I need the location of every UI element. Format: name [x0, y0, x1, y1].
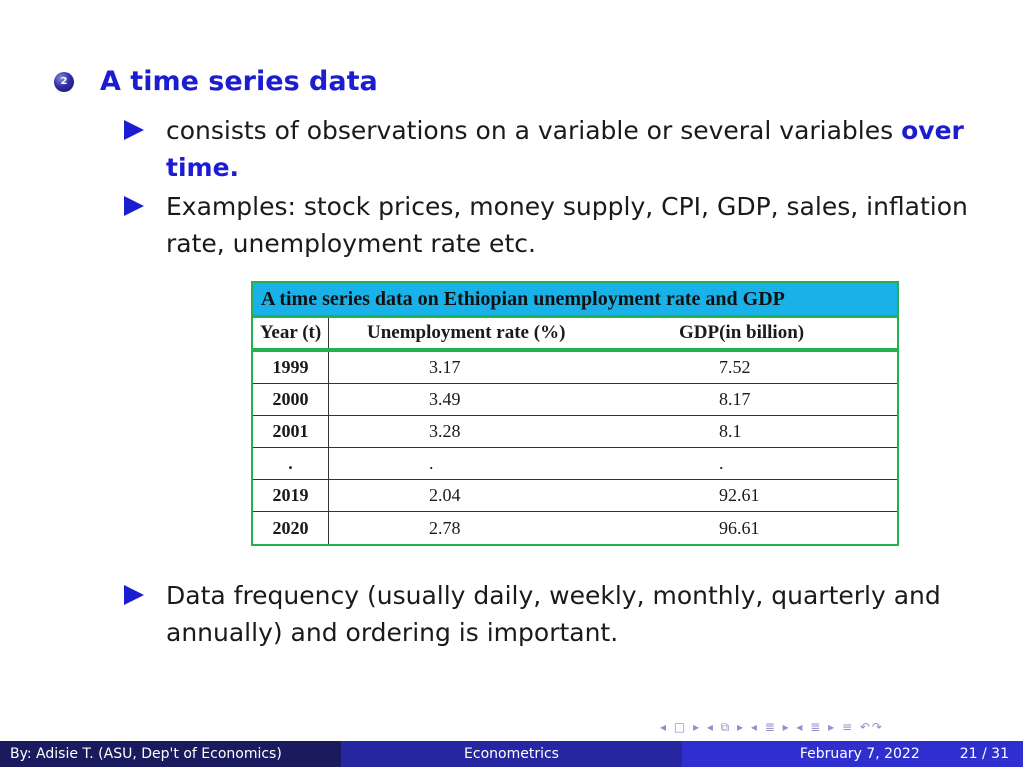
triangle-bullet-icon: [124, 196, 144, 216]
beamer-navigation-icons[interactable]: ◂ □ ▸ ◂ ⧉ ▸ ◂ ≣ ▸ ◂ ≣ ▸ ≡ ↶↷: [660, 720, 884, 734]
cell-gdp: 8.17: [719, 389, 751, 409]
cell-gdp: 8.1: [719, 421, 742, 441]
bullet-definition: consists of observations on a variable o…: [124, 112, 974, 186]
cell-unemployment: 3.49: [429, 389, 461, 409]
bullet-text: Examples: stock prices, money supply, CP…: [166, 192, 968, 258]
cell-gdp: 92.61: [719, 485, 760, 505]
cell-gdp: 7.52: [719, 357, 751, 377]
footer-course: Econometrics: [341, 741, 682, 767]
table-row: 1999 3.17 7.52: [253, 352, 897, 384]
cell-year: 1999: [253, 352, 329, 383]
table-row: 2001 3.28 8.1: [253, 416, 897, 448]
cell-year: 2000: [253, 384, 329, 415]
cell-gdp: 96.61: [719, 517, 760, 538]
table-header-row: Year (t) Unemployment rate (%) GDP(in bi…: [253, 318, 897, 352]
enumerated-item-header: 2 A time series data: [54, 66, 378, 97]
slide-footer: By: Adisie T. (ASU, Dep't of Economics) …: [0, 741, 1023, 767]
cell-unemployment: 3.28: [429, 421, 461, 441]
header-year: Year (t): [253, 318, 329, 348]
header-gdp: GDP(in billion): [679, 322, 805, 343]
table-row: 2019 2.04 92.61: [253, 480, 897, 512]
footer-author: By: Adisie T. (ASU, Dep't of Economics): [0, 741, 341, 767]
bullet-highlight: over time.: [166, 116, 964, 182]
table-row: . . .: [253, 448, 897, 480]
cell-unemployment: 2.78: [429, 517, 461, 538]
cell-year: .: [253, 448, 329, 479]
item-number-ball: 2: [54, 71, 74, 92]
header-unemployment: Unemployment rate (%): [367, 322, 566, 343]
table-caption: A time series data on Ethiopian unemploy…: [253, 283, 897, 318]
cell-unemployment: 2.04: [429, 485, 461, 505]
cell-unemployment: .: [429, 453, 434, 473]
bullet-text-plain: consists of observations on a variable o…: [166, 116, 902, 145]
table-row: 2020 2.78 96.61: [253, 512, 897, 544]
table-row: 2000 3.49 8.17: [253, 384, 897, 416]
triangle-bullet-icon: [124, 120, 144, 140]
bullet-examples: Examples: stock prices, money supply, CP…: [124, 188, 974, 262]
cell-unemployment: 3.17: [429, 357, 461, 377]
footer-date-page: February 7, 2022 21 / 31: [682, 741, 1023, 767]
item-title: A time series data: [100, 66, 378, 97]
cell-year: 2001: [253, 416, 329, 447]
footer-date: February 7, 2022: [799, 746, 920, 762]
bullet-text: consists of observations on a variable o…: [166, 112, 974, 186]
time-series-table: A time series data on Ethiopian unemploy…: [251, 281, 899, 546]
cell-gdp: .: [719, 453, 724, 473]
bullet-frequency: Data frequency (usually daily, weekly, m…: [124, 577, 974, 651]
cell-year: 2020: [253, 512, 329, 544]
footer-page-number: 21 / 31: [959, 746, 1009, 762]
cell-year: 2019: [253, 480, 329, 511]
triangle-bullet-icon: [124, 585, 144, 605]
bullet-text: Data frequency (usually daily, weekly, m…: [166, 581, 941, 647]
